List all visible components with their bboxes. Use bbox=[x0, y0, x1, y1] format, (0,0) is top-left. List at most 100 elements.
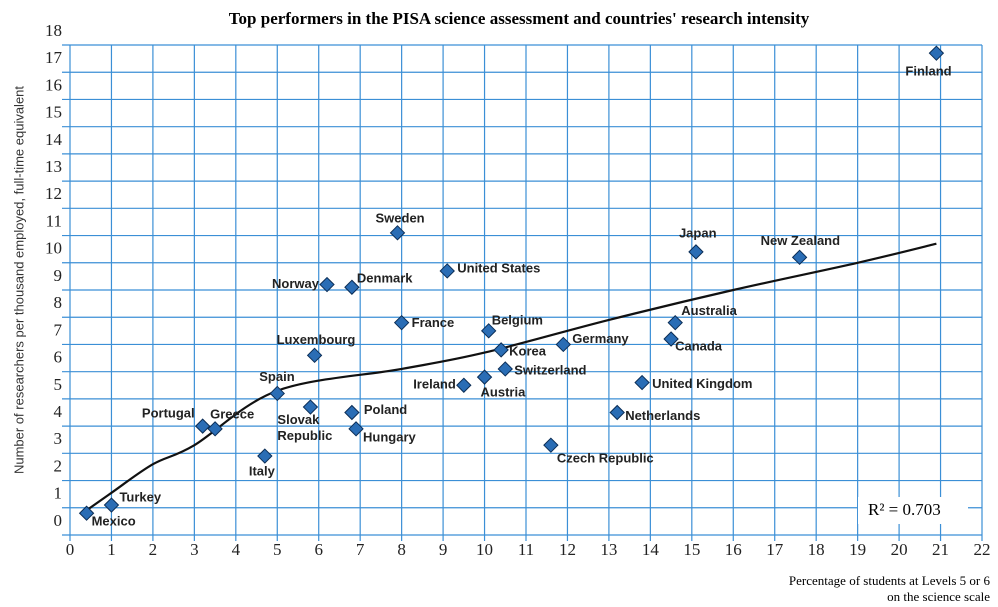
marker bbox=[543, 437, 559, 453]
y-tick-label: 1 bbox=[54, 484, 63, 503]
y-tick-label: 11 bbox=[46, 211, 62, 230]
y-tick-label: 5 bbox=[54, 375, 63, 394]
x-axis-label: on the science scale bbox=[887, 589, 990, 604]
annotation-box bbox=[858, 497, 968, 524]
y-tick-label: 15 bbox=[45, 103, 62, 122]
marker bbox=[456, 377, 472, 393]
point-label: Korea bbox=[509, 343, 547, 358]
y-tick-label: 4 bbox=[54, 402, 63, 421]
x-tick-label: 1 bbox=[107, 540, 116, 559]
x-tick-label: 2 bbox=[149, 540, 158, 559]
y-tick-label: 17 bbox=[45, 48, 63, 67]
x-tick-label: 4 bbox=[232, 540, 241, 559]
point-label: United States bbox=[457, 260, 540, 275]
point-label: Czech Republic bbox=[557, 451, 654, 466]
chart-title: Top performers in the PISA science asses… bbox=[229, 9, 810, 28]
marker bbox=[207, 421, 223, 437]
marker bbox=[344, 404, 360, 421]
x-tick-label: 3 bbox=[190, 540, 199, 559]
marker bbox=[688, 244, 704, 260]
marker bbox=[555, 336, 572, 353]
marker bbox=[476, 369, 493, 385]
x-tick-label: 21 bbox=[932, 540, 949, 559]
y-axis-label: Number of researchers per thousand emplo… bbox=[11, 86, 26, 474]
marker bbox=[493, 342, 509, 358]
x-tick-label: 15 bbox=[683, 540, 700, 559]
y-tick-label: 14 bbox=[45, 130, 63, 149]
point-label: Slovak Republic bbox=[277, 412, 332, 443]
marker bbox=[480, 323, 497, 339]
point-label: United Kingdom bbox=[652, 376, 752, 391]
point-label: Japan bbox=[679, 225, 717, 240]
x-axis-label: Percentage of students at Levels 5 or 6 bbox=[789, 573, 991, 588]
marker bbox=[609, 404, 625, 421]
point-label: Netherlands bbox=[625, 408, 700, 423]
y-tick-label: 0 bbox=[54, 511, 63, 530]
point-label: Italy bbox=[249, 463, 276, 478]
x-tick-label: 17 bbox=[766, 540, 784, 559]
point-label: Austria bbox=[481, 385, 527, 400]
marker bbox=[928, 45, 945, 61]
marker bbox=[791, 249, 808, 266]
marker bbox=[497, 361, 513, 377]
point-label: Ireland bbox=[413, 377, 456, 392]
marker bbox=[439, 263, 455, 279]
x-tick-label: 12 bbox=[559, 540, 576, 559]
x-tick-label: 11 bbox=[518, 540, 534, 559]
y-tick-label: 6 bbox=[54, 348, 63, 367]
point-label: Denmark bbox=[357, 271, 413, 286]
marker bbox=[389, 225, 406, 241]
point-label: Finland bbox=[905, 64, 951, 79]
point-label: Spain bbox=[259, 369, 294, 384]
annotation: R² = 0.703 bbox=[868, 500, 941, 519]
y-tick-label: 3 bbox=[54, 429, 63, 448]
marker bbox=[306, 347, 323, 364]
x-tick-label: 20 bbox=[891, 540, 908, 559]
y-tick-label: 9 bbox=[54, 266, 63, 285]
marker bbox=[344, 279, 360, 295]
marker bbox=[319, 276, 335, 293]
point-label: Germany bbox=[572, 331, 629, 346]
x-tick-label: 13 bbox=[600, 540, 617, 559]
marker bbox=[667, 314, 683, 331]
x-tick-label: 19 bbox=[849, 540, 866, 559]
y-tick-label: 16 bbox=[45, 75, 62, 94]
x-tick-label: 0 bbox=[66, 540, 75, 559]
x-tick-label: 10 bbox=[476, 540, 493, 559]
marker bbox=[194, 418, 211, 434]
y-tick-label: 18 bbox=[45, 21, 62, 40]
y-tick-label: 7 bbox=[54, 320, 63, 339]
marker bbox=[393, 314, 410, 331]
point-label: Switzerland bbox=[514, 362, 586, 377]
point-label: Canada bbox=[675, 338, 723, 353]
x-tick-label: 8 bbox=[397, 540, 406, 559]
y-tick-label: 2 bbox=[54, 456, 63, 475]
marker bbox=[302, 399, 319, 415]
marker bbox=[257, 448, 273, 464]
x-tick-label: 9 bbox=[439, 540, 448, 559]
x-tick-label: 22 bbox=[974, 540, 991, 559]
marker bbox=[78, 505, 95, 521]
point-label: Belgium bbox=[492, 312, 543, 327]
point-label: Norway bbox=[272, 276, 320, 291]
point-label: Greece bbox=[210, 406, 254, 421]
x-tick-label: 6 bbox=[314, 540, 323, 559]
trend-line bbox=[81, 242, 937, 515]
y-tick-label: 12 bbox=[45, 184, 62, 203]
point-label: Luxembourg bbox=[277, 332, 356, 347]
point-label: New Zealand bbox=[761, 233, 841, 248]
marker bbox=[634, 374, 650, 391]
marker bbox=[663, 331, 679, 347]
x-tick-label: 5 bbox=[273, 540, 282, 559]
point-label: Australia bbox=[681, 303, 737, 318]
point-label: Sweden bbox=[375, 210, 424, 225]
x-tick-label: 16 bbox=[725, 540, 742, 559]
marker bbox=[103, 497, 120, 513]
marker bbox=[348, 421, 364, 437]
x-tick-label: 7 bbox=[356, 540, 365, 559]
x-tick-label: 18 bbox=[808, 540, 825, 559]
point-label: Hungary bbox=[363, 429, 417, 444]
point-label: Turkey bbox=[119, 489, 161, 504]
marker bbox=[269, 385, 285, 402]
